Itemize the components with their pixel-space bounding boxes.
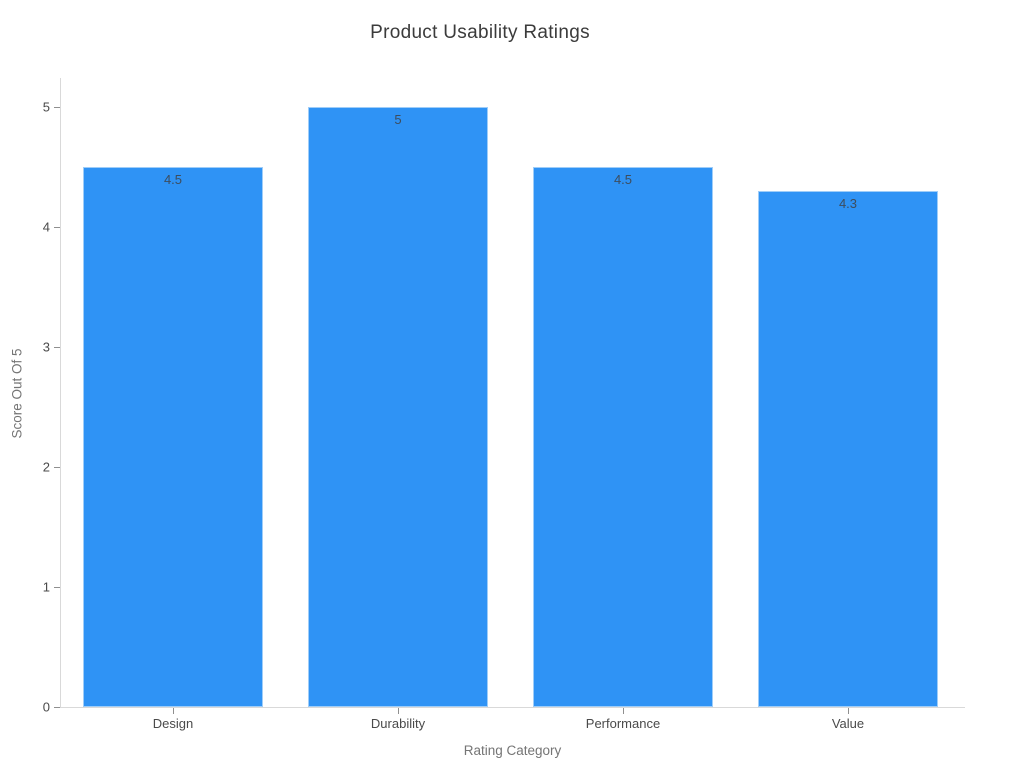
x-axis-line <box>60 707 965 708</box>
y-tick-mark <box>54 347 60 348</box>
y-tick-label: 0 <box>42 699 50 715</box>
bar-durability: 5 <box>308 107 488 707</box>
x-tick-mark <box>623 708 624 714</box>
bar-value-label: 5 <box>394 112 402 127</box>
y-tick-label: 3 <box>42 339 50 355</box>
y-tick-mark <box>54 707 60 708</box>
bar-value-label: 4.3 <box>838 196 858 211</box>
y-axis-title: Score Out Of 5 <box>9 348 25 439</box>
x-tick-mark <box>173 708 174 714</box>
x-tick-mark <box>398 708 399 714</box>
x-tick-label-performance: Performance <box>585 716 661 731</box>
y-tick-mark <box>54 227 60 228</box>
y-tick-mark <box>54 587 60 588</box>
y-tick-label: 1 <box>42 579 50 595</box>
bar-design: 4.5 <box>83 167 263 707</box>
bar-value: 4.3 <box>758 191 938 707</box>
x-tick-label-design: Design <box>152 716 194 731</box>
x-tick-label-durability: Durability <box>370 716 426 731</box>
y-tick-label: 5 <box>42 99 50 115</box>
bar-value-label: 4.5 <box>613 172 633 187</box>
bar-value-label: 4.5 <box>163 172 183 187</box>
x-tick-label-value: Value <box>831 716 865 731</box>
y-tick-mark <box>54 467 60 468</box>
y-tick-mark <box>54 107 60 108</box>
y-tick-label: 2 <box>42 459 50 475</box>
y-axis-line <box>60 78 61 707</box>
y-tick-label: 4 <box>42 219 50 235</box>
x-axis-title: Rating Category <box>463 743 562 758</box>
chart-title: Product Usability Ratings <box>370 22 590 43</box>
x-tick-mark <box>848 708 849 714</box>
bar-performance: 4.5 <box>533 167 713 707</box>
